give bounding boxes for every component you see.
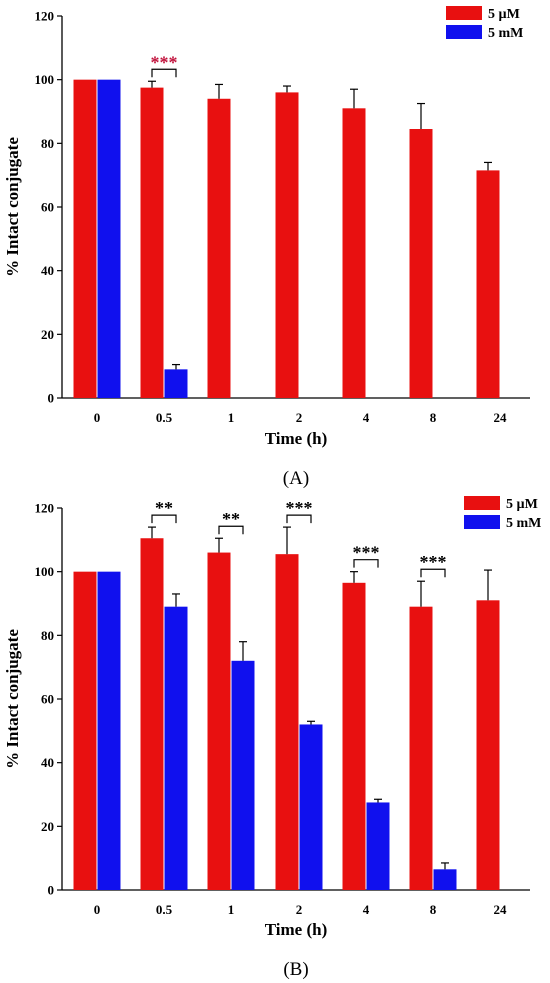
bar-red — [275, 92, 299, 399]
bar-red — [342, 108, 366, 399]
bar-red — [73, 79, 97, 399]
x-tick-label: 8 — [430, 902, 437, 917]
y-tick-label: 60 — [41, 692, 54, 707]
legend-label: 5 µM — [506, 497, 538, 512]
x-tick-label: 24 — [494, 410, 508, 425]
significance-bracket — [353, 559, 379, 568]
y-tick-label: 0 — [48, 391, 55, 406]
bar-blue — [231, 660, 255, 890]
y-tick-label: 120 — [35, 9, 55, 24]
bar-red — [207, 98, 231, 399]
x-tick-label: 2 — [296, 410, 303, 425]
bar-red — [409, 606, 433, 890]
panel-label: (B) — [283, 959, 308, 980]
bar-red — [140, 87, 164, 398]
y-tick-label: 20 — [41, 819, 54, 834]
x-tick-label: 4 — [363, 902, 370, 917]
bar-red — [73, 571, 97, 890]
legend-swatch-blue — [446, 25, 482, 39]
significance-bracket — [151, 514, 177, 524]
x-tick-label: 24 — [494, 902, 508, 917]
x-tick-label: 0.5 — [156, 410, 173, 425]
x-tick-label: 4 — [363, 410, 370, 425]
y-axis-title: % Intact conjugate — [3, 137, 22, 277]
y-tick-label: 40 — [41, 755, 54, 770]
bar-blue — [97, 571, 121, 890]
significance-label: *** — [151, 52, 178, 72]
legend-label: 5 µM — [488, 7, 520, 22]
y-tick-label: 100 — [35, 72, 55, 87]
significance-bracket — [420, 568, 446, 578]
bar-red — [342, 582, 366, 890]
x-tick-label: 1 — [228, 902, 235, 917]
significance-label: ** — [222, 509, 240, 529]
x-tick-label: 1 — [228, 410, 235, 425]
bar-blue — [299, 724, 323, 890]
y-tick-label: 20 — [41, 327, 54, 342]
y-tick-label: 0 — [48, 883, 55, 898]
y-axis-title: % Intact conjugate — [3, 629, 22, 769]
legend-swatch-red — [464, 496, 500, 510]
y-tick-label: 80 — [41, 136, 54, 151]
x-axis-title: Time (h) — [265, 429, 328, 448]
y-tick-label: 120 — [35, 501, 55, 516]
x-tick-label: 0 — [94, 902, 101, 917]
y-tick-label: 80 — [41, 628, 54, 643]
bar-red — [476, 600, 500, 890]
legend-swatch-red — [446, 6, 482, 20]
bar-blue — [97, 79, 121, 399]
x-tick-label: 0 — [94, 410, 101, 425]
significance-bracket — [151, 68, 177, 78]
panel-label: (A) — [283, 468, 309, 489]
y-tick-label: 60 — [41, 200, 54, 215]
significance-label: ** — [155, 498, 173, 518]
x-axis-title: Time (h) — [265, 920, 328, 939]
bar-blue — [366, 802, 390, 890]
y-tick-label: 100 — [35, 564, 55, 579]
significance-label: *** — [286, 498, 313, 518]
bar-red — [476, 170, 500, 398]
significance-label: *** — [353, 543, 380, 563]
x-tick-label: 8 — [430, 410, 437, 425]
bar-red — [207, 552, 231, 890]
bar-red — [275, 554, 299, 890]
significance-bracket — [218, 525, 244, 535]
x-tick-label: 0.5 — [156, 902, 173, 917]
significance-label: *** — [420, 552, 447, 572]
bar-blue — [164, 606, 188, 890]
significance-bracket — [286, 514, 312, 524]
x-tick-label: 2 — [296, 902, 303, 917]
y-tick-label: 40 — [41, 263, 54, 278]
bar-blue — [433, 869, 457, 890]
legend-swatch-blue — [464, 515, 500, 529]
legend-label: 5 mM — [506, 516, 541, 531]
bar-blue — [164, 369, 188, 398]
bar-red — [409, 129, 433, 398]
legend-label: 5 mM — [488, 26, 523, 41]
bar-red — [140, 538, 164, 890]
